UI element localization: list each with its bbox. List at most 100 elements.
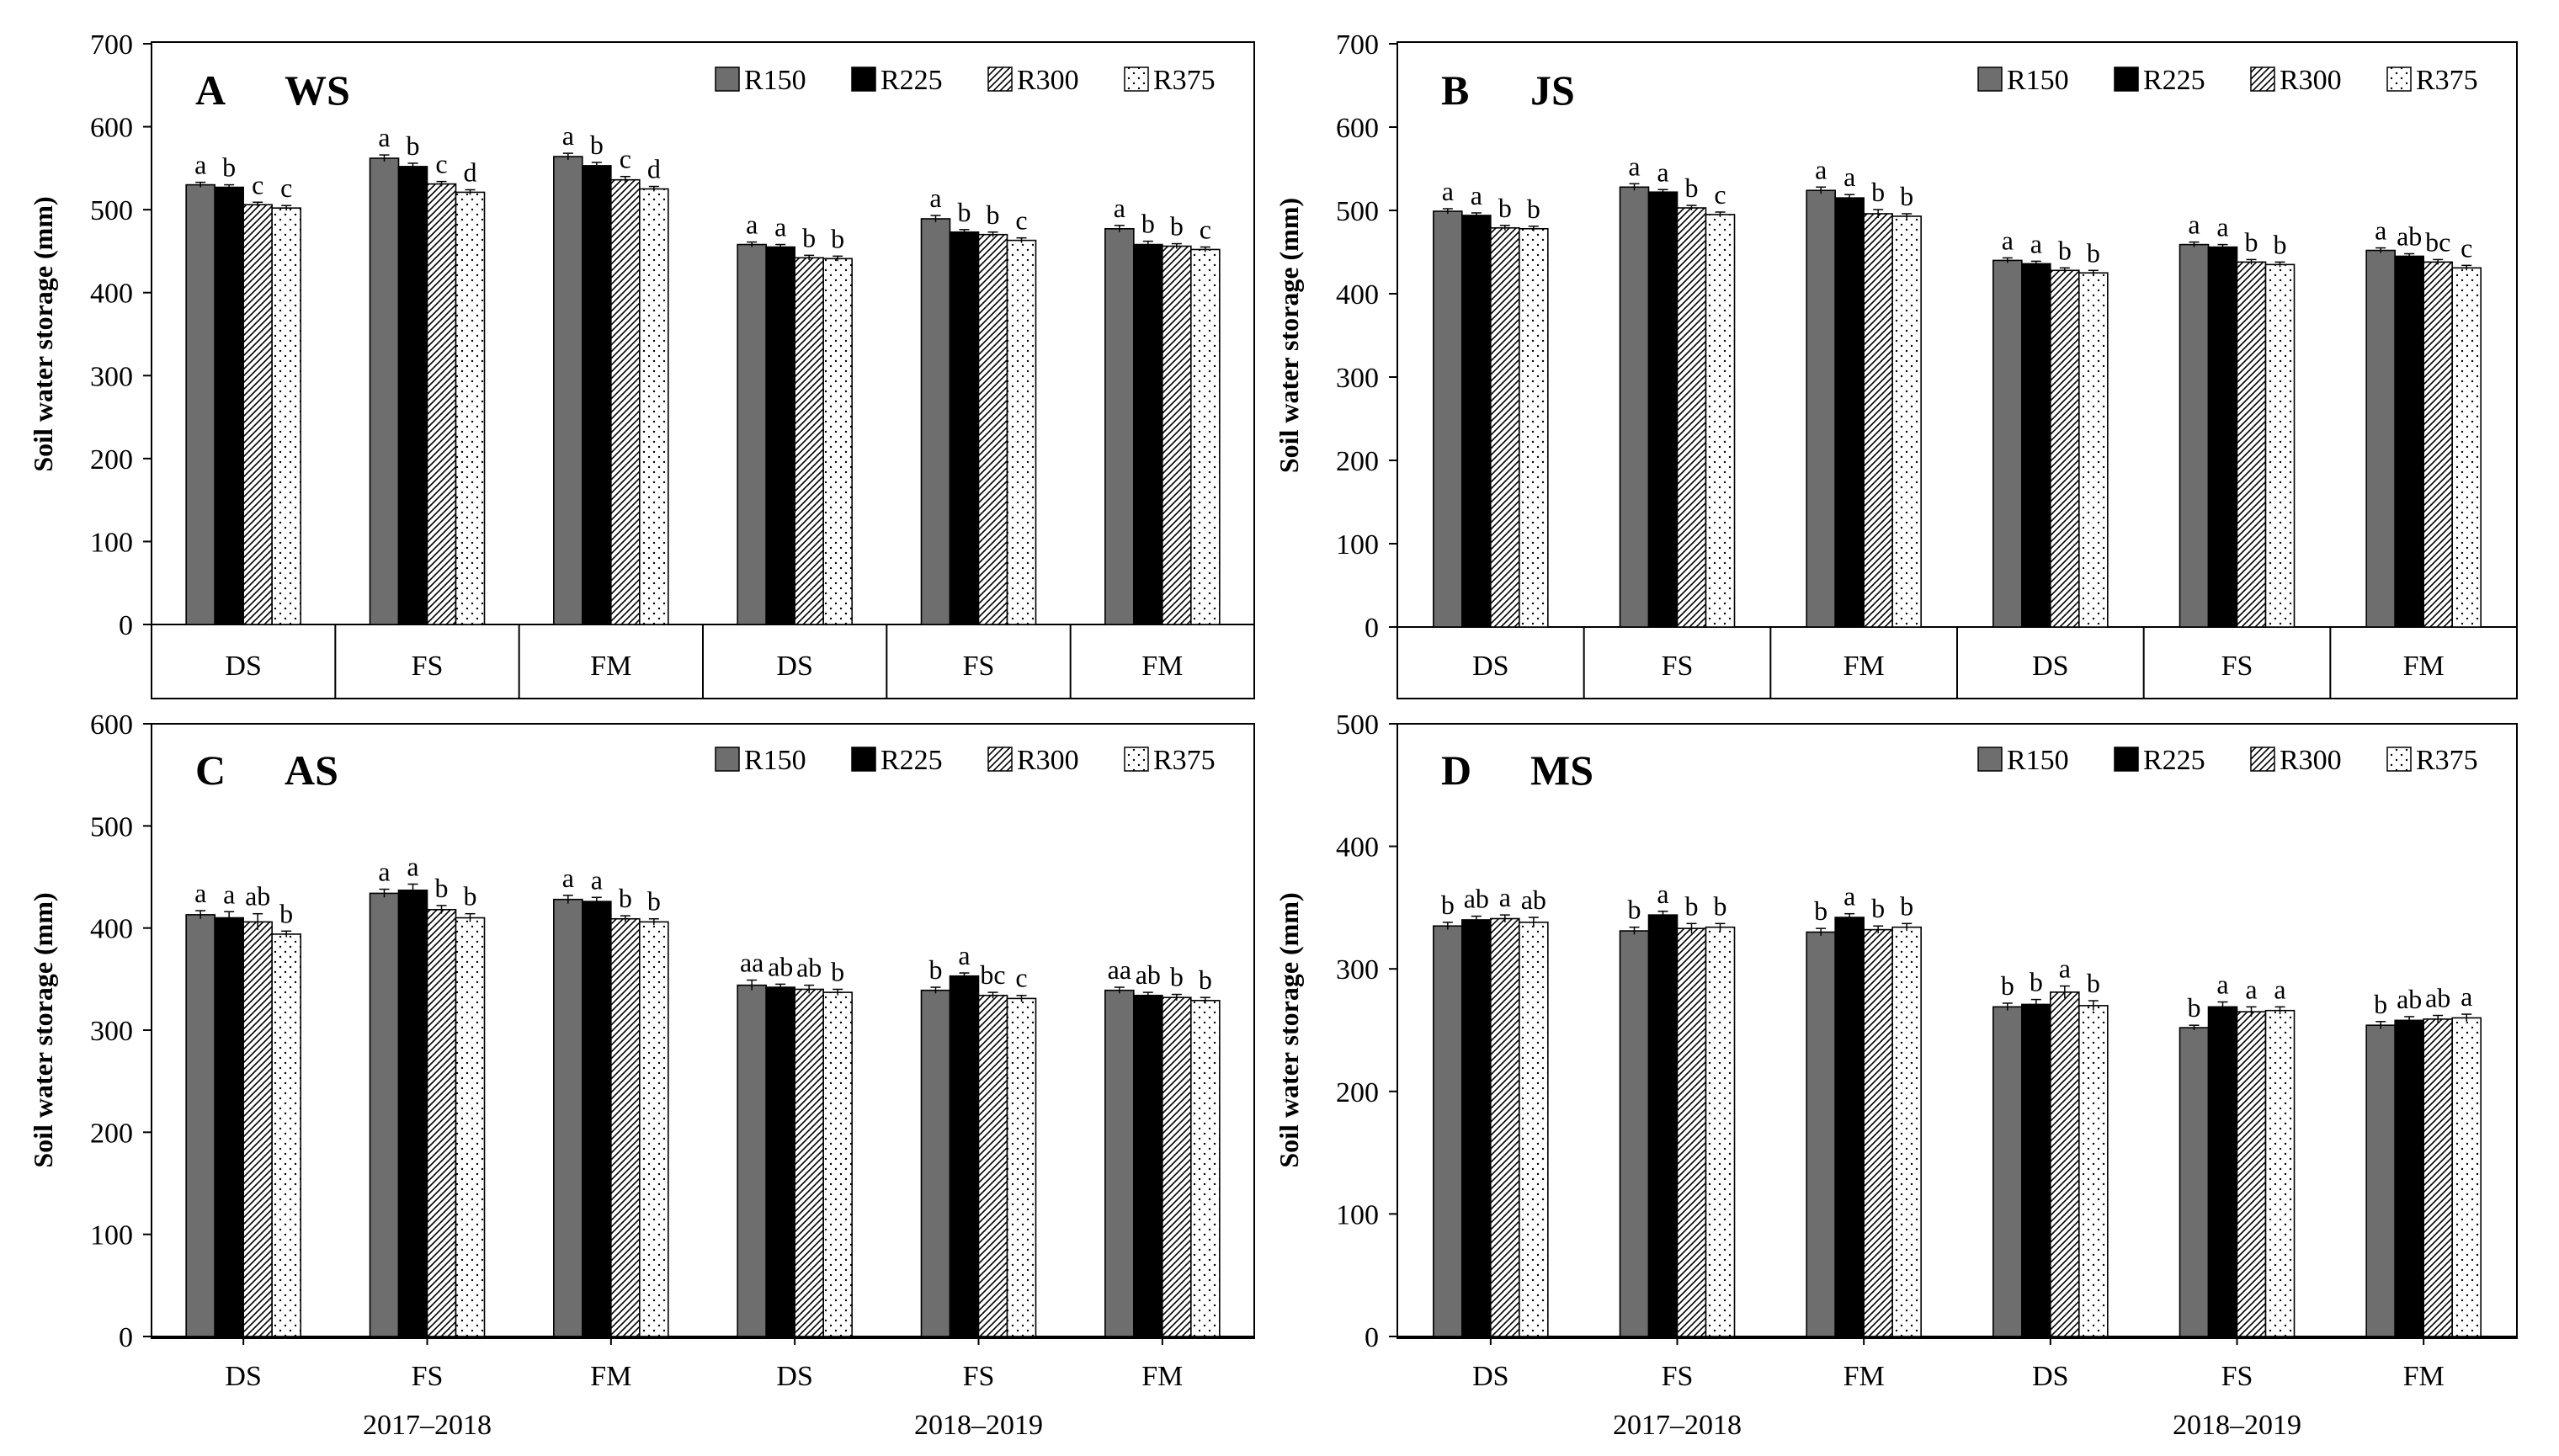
bar-r225 bbox=[582, 901, 612, 1337]
significance-letter: a bbox=[562, 863, 574, 893]
x-tick-label: FM bbox=[590, 1361, 631, 1392]
bar-r375 bbox=[1006, 997, 1037, 1337]
x-tick-label: FS bbox=[412, 651, 444, 682]
significance-letter: a bbox=[2245, 974, 2257, 1004]
bar-r150 bbox=[1992, 1006, 2023, 1337]
plot-frame bbox=[1397, 723, 2518, 1339]
significance-letter: b bbox=[1900, 181, 1913, 211]
panel-letter: A bbox=[195, 66, 226, 114]
x-tick-label: FS bbox=[963, 1361, 995, 1392]
year-label: 2018–2019 bbox=[2173, 1410, 2301, 1441]
significance-letter: b bbox=[1814, 895, 1827, 926]
bar-r375 bbox=[2078, 1005, 2109, 1337]
significance-letter: ab bbox=[768, 951, 793, 981]
y-tick-label: 100 bbox=[90, 527, 133, 558]
significance-letter: a bbox=[2375, 215, 2386, 246]
bar-r375 bbox=[1705, 214, 1736, 628]
significance-letter: a bbox=[1499, 882, 1511, 912]
legend-swatch-r300 bbox=[2250, 66, 2275, 92]
bar-r375 bbox=[455, 191, 486, 625]
significance-letter: a bbox=[223, 879, 235, 909]
bar-r375 bbox=[1519, 922, 1549, 1337]
bar-r150 bbox=[920, 989, 951, 1337]
y-tick-label: 0 bbox=[119, 610, 133, 641]
bar-r225 bbox=[582, 165, 612, 625]
x-tick-label: DS bbox=[2032, 1361, 2068, 1392]
panel-title: JS bbox=[1530, 66, 1575, 114]
bar-r375 bbox=[455, 917, 486, 1337]
significance-letter: b bbox=[831, 223, 844, 253]
y-tick-label: 600 bbox=[90, 113, 133, 144]
bar-r150 bbox=[1104, 989, 1135, 1337]
significance-letter: bc bbox=[2425, 226, 2450, 257]
y-tick-label: 300 bbox=[90, 361, 133, 392]
significance-letter: b bbox=[1685, 173, 1699, 203]
bar-r225 bbox=[949, 975, 980, 1337]
significance-letter: d bbox=[464, 157, 477, 187]
legend-label-r375: R375 bbox=[2416, 65, 2478, 96]
legend-swatch-r300 bbox=[2250, 747, 2275, 772]
bar-r150 bbox=[737, 984, 767, 1337]
significance-letter: b bbox=[222, 152, 236, 183]
significance-letter: b bbox=[435, 873, 449, 903]
bar-r300 bbox=[794, 988, 824, 1337]
significance-letter: b bbox=[1498, 193, 1512, 223]
significance-letter: ab bbox=[2425, 983, 2450, 1013]
significance-letter: ab bbox=[1464, 884, 1489, 914]
bar-r375 bbox=[822, 258, 853, 625]
significance-letter: aa bbox=[1108, 954, 1131, 985]
y-tick-label: 100 bbox=[1336, 529, 1379, 561]
significance-letter: a bbox=[1657, 157, 1668, 187]
bar-r150 bbox=[369, 892, 400, 1337]
x-tick-label: DS bbox=[2032, 651, 2068, 682]
significance-letter: a bbox=[2274, 974, 2285, 1004]
significance-letter: a bbox=[774, 212, 786, 242]
y-tick-label: 100 bbox=[90, 1220, 133, 1251]
significance-letter: a bbox=[929, 183, 941, 213]
legend-label-r300: R300 bbox=[2280, 65, 2342, 96]
bar-r300 bbox=[1490, 917, 1520, 1337]
panel-letter: D bbox=[1441, 747, 1471, 794]
legend-label-r225: R225 bbox=[2143, 65, 2205, 96]
y-tick-label: 700 bbox=[90, 29, 133, 61]
panel-letter: B bbox=[1441, 66, 1469, 114]
legend-label-r225: R225 bbox=[880, 745, 943, 776]
significance-letter: b bbox=[1170, 962, 1184, 992]
bar-r300 bbox=[1162, 996, 1192, 1337]
significance-letter: c bbox=[1015, 963, 1027, 993]
significance-letter: a bbox=[194, 150, 206, 180]
y-axis-label: Soil water storage (mm) bbox=[1274, 198, 1304, 473]
y-tick-label: 300 bbox=[1336, 954, 1379, 986]
significance-letter: b bbox=[590, 130, 604, 160]
bar-r300 bbox=[1490, 226, 1520, 628]
bar-r225 bbox=[214, 917, 244, 1337]
significance-letter: b bbox=[647, 886, 661, 917]
bar-r300 bbox=[977, 994, 1008, 1337]
bar-r300 bbox=[242, 204, 273, 625]
bar-r375 bbox=[639, 188, 669, 625]
bar-r225 bbox=[2021, 1003, 2051, 1337]
bar-r375 bbox=[1891, 926, 1922, 1337]
significance-letter: c bbox=[280, 173, 292, 203]
bar-r150 bbox=[185, 914, 215, 1337]
significance-letter: b bbox=[619, 883, 632, 913]
y-tick-label: 400 bbox=[90, 914, 133, 945]
significance-letter: b bbox=[1141, 209, 1155, 239]
legend-label-r375: R375 bbox=[1153, 65, 1216, 96]
bar-r150 bbox=[553, 898, 583, 1337]
plot-frame bbox=[1397, 41, 2518, 699]
significance-letter: c bbox=[620, 144, 631, 174]
bar-r150 bbox=[2365, 1024, 2396, 1337]
x-tick-label: FS bbox=[1662, 1361, 1694, 1392]
significance-letter: a bbox=[194, 878, 206, 908]
y-tick-label: 0 bbox=[119, 1322, 133, 1353]
bar-r225 bbox=[765, 986, 795, 1337]
significance-letter: a bbox=[1442, 176, 1454, 206]
bar-r375 bbox=[2451, 1017, 2482, 1337]
legend-swatch-r150 bbox=[715, 66, 740, 92]
significance-letter: b bbox=[2087, 968, 2100, 998]
legend-swatch-r375 bbox=[2386, 66, 2412, 92]
bar-r300 bbox=[2236, 1011, 2267, 1337]
y-axis-label: Soil water storage (mm) bbox=[1274, 892, 1304, 1167]
significance-letter: b bbox=[1170, 211, 1184, 242]
